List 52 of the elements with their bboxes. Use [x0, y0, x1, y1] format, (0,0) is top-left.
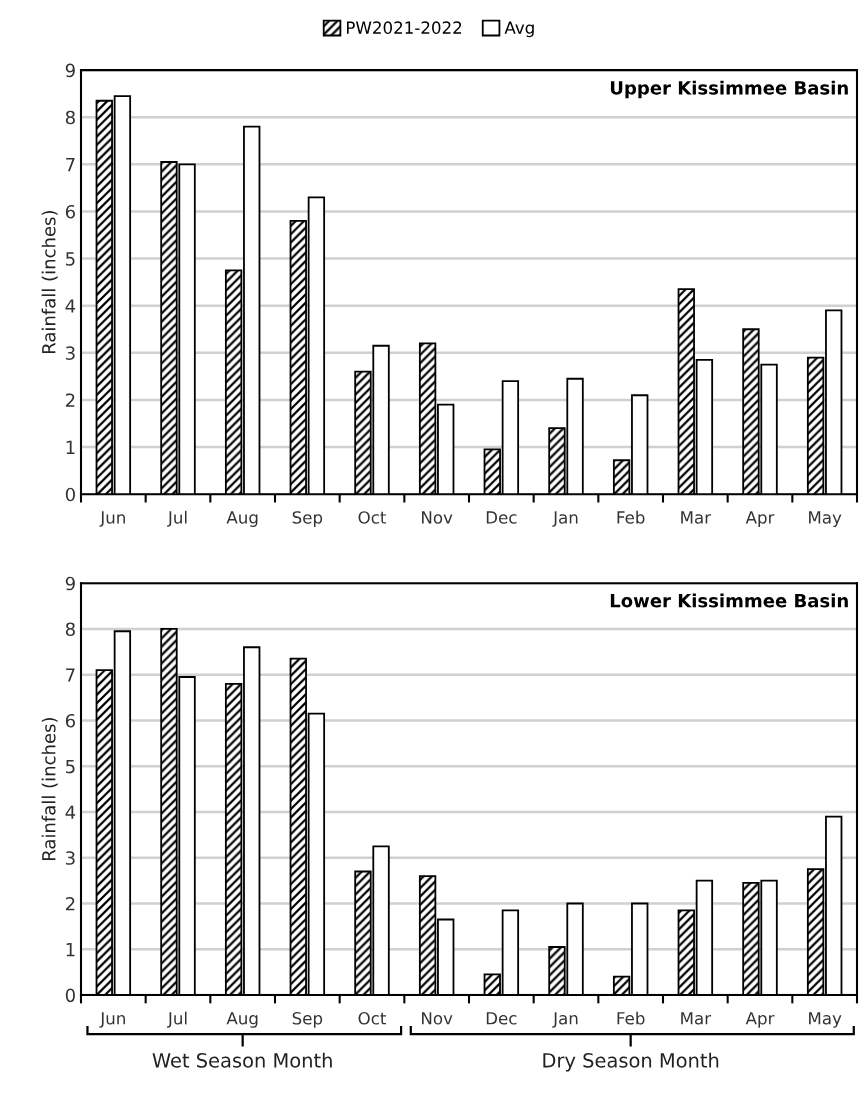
- x-tick-label: Mar: [681, 1012, 712, 1025]
- text: Dry Season Month: [543, 1052, 719, 1072]
- y-tick-label: 1: [66, 440, 75, 454]
- x-tick-label: Sep: [292, 1011, 323, 1028]
- y-tick-label: 9: [65, 576, 75, 591]
- x-tick-label: May: [809, 511, 842, 527]
- x-tick-label: Apr: [745, 1012, 775, 1028]
- x-tick-label: Aug: [226, 511, 258, 527]
- x-tick-label: Oct: [358, 1011, 387, 1025]
- x-tick-label: Jan: [552, 1012, 578, 1028]
- y-tick-label: 4: [65, 299, 76, 313]
- y-tick-label: 6: [65, 713, 75, 728]
- y-tick-label: 7: [66, 668, 75, 682]
- x-tick-label: Dec: [486, 1012, 517, 1025]
- y-tick-label: 4: [65, 805, 76, 819]
- legend-label: PW2021-2022: [347, 21, 462, 34]
- y-tick-label: 2: [65, 393, 75, 407]
- y-tick-label: 5: [66, 759, 75, 774]
- y-tick-label: 3: [66, 851, 75, 865]
- x-tick-label: Feb: [617, 510, 645, 524]
- x-tick-label: Jan: [552, 511, 578, 527]
- y-tick-label: 6: [65, 204, 75, 219]
- x-tick-label: Jul: [167, 1011, 187, 1028]
- y-tick-label: 9: [65, 63, 75, 78]
- y-tick-label: 2: [65, 896, 75, 911]
- y-tick-label: 8: [65, 622, 75, 637]
- x-tick-label: May: [809, 1012, 842, 1028]
- x-tick-label: Oct: [358, 511, 387, 524]
- y-axis-title: Rainfall (inches): [41, 211, 58, 354]
- legend-label: Avg: [504, 21, 534, 38]
- x-tick-label: Feb: [617, 1011, 645, 1025]
- text: Wet Season Month: [152, 1052, 332, 1068]
- y-tick-label: 3: [66, 346, 75, 360]
- y-tick-label: 5: [66, 252, 75, 266]
- y-tick-label: 8: [65, 110, 75, 125]
- text: Upper Kissimmee Basin: [610, 80, 848, 99]
- chart-title: Lower Kissimmee Basin: [610, 593, 848, 608]
- y-tick-label: 0: [65, 988, 75, 1003]
- x-tick-label: Jul: [167, 510, 187, 527]
- x-tick-label: Apr: [745, 511, 775, 527]
- x-tick-label: Mar: [681, 511, 712, 524]
- y-tick-label: 1: [66, 942, 75, 957]
- y-tick-label: 0: [65, 487, 75, 502]
- y-tick-label: 7: [66, 158, 75, 172]
- y-axis-title: Rainfall (inches): [41, 718, 58, 860]
- x-tick-label: Nov: [422, 511, 453, 524]
- x-tick-label: Nov: [422, 1012, 453, 1025]
- x-tick-label: Aug: [226, 1012, 258, 1028]
- x-tick-label: Dec: [486, 511, 517, 524]
- x-tick-label: Sep: [292, 511, 323, 527]
- x-tick-label: Jun: [99, 1012, 125, 1028]
- x-tick-label: Jun: [99, 511, 125, 527]
